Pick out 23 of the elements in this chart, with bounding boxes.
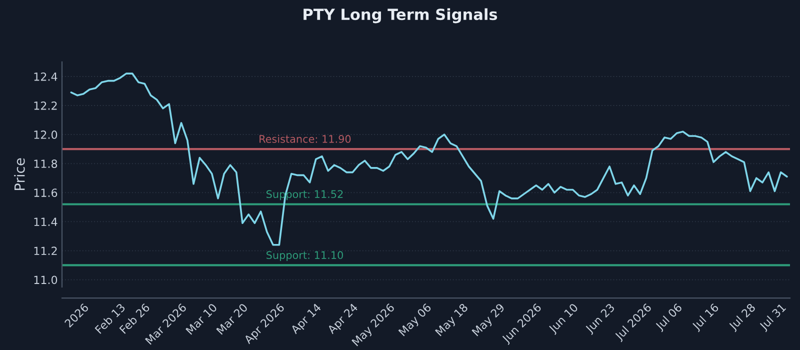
x-tick-label: Apr 24 [326,302,360,336]
x-tick-label: Mar 10 [185,302,218,335]
y-tick-label: 12.0 [34,130,58,139]
x-tick-label: Jul 06 [654,302,684,332]
x-tick-label: Mar 20 [216,302,248,335]
ref-line-label: Resistance: 11.90 [260,134,351,143]
y-axis-title: Price [14,158,25,190]
y-tick-label: 11.4 [34,218,58,226]
x-tick-label: Jul 31 [758,303,788,332]
line-series [70,72,788,246]
ref-line-label: Support: 11.10 [266,251,343,262]
y-tick-label: 11.6 [34,188,58,198]
x-tick-label: Jun 10 [548,302,580,335]
y-tick-label: 11.0 [34,276,58,284]
x-tick-label: Jul 28 [728,302,758,332]
chart-title: PTY Long Term Signals [304,8,498,24]
y-tick-label: 11.2 [34,246,57,255]
y-tick-label: 11.8 [34,160,58,168]
x-tick-label: Apr 14 [290,302,324,336]
y-tick-label: 12.4 [34,72,58,81]
y-tick-label: 12.2 [34,101,57,110]
x-tick-label: Jun 23 [584,303,616,335]
x-tick-label: Jul 16 [691,302,721,332]
